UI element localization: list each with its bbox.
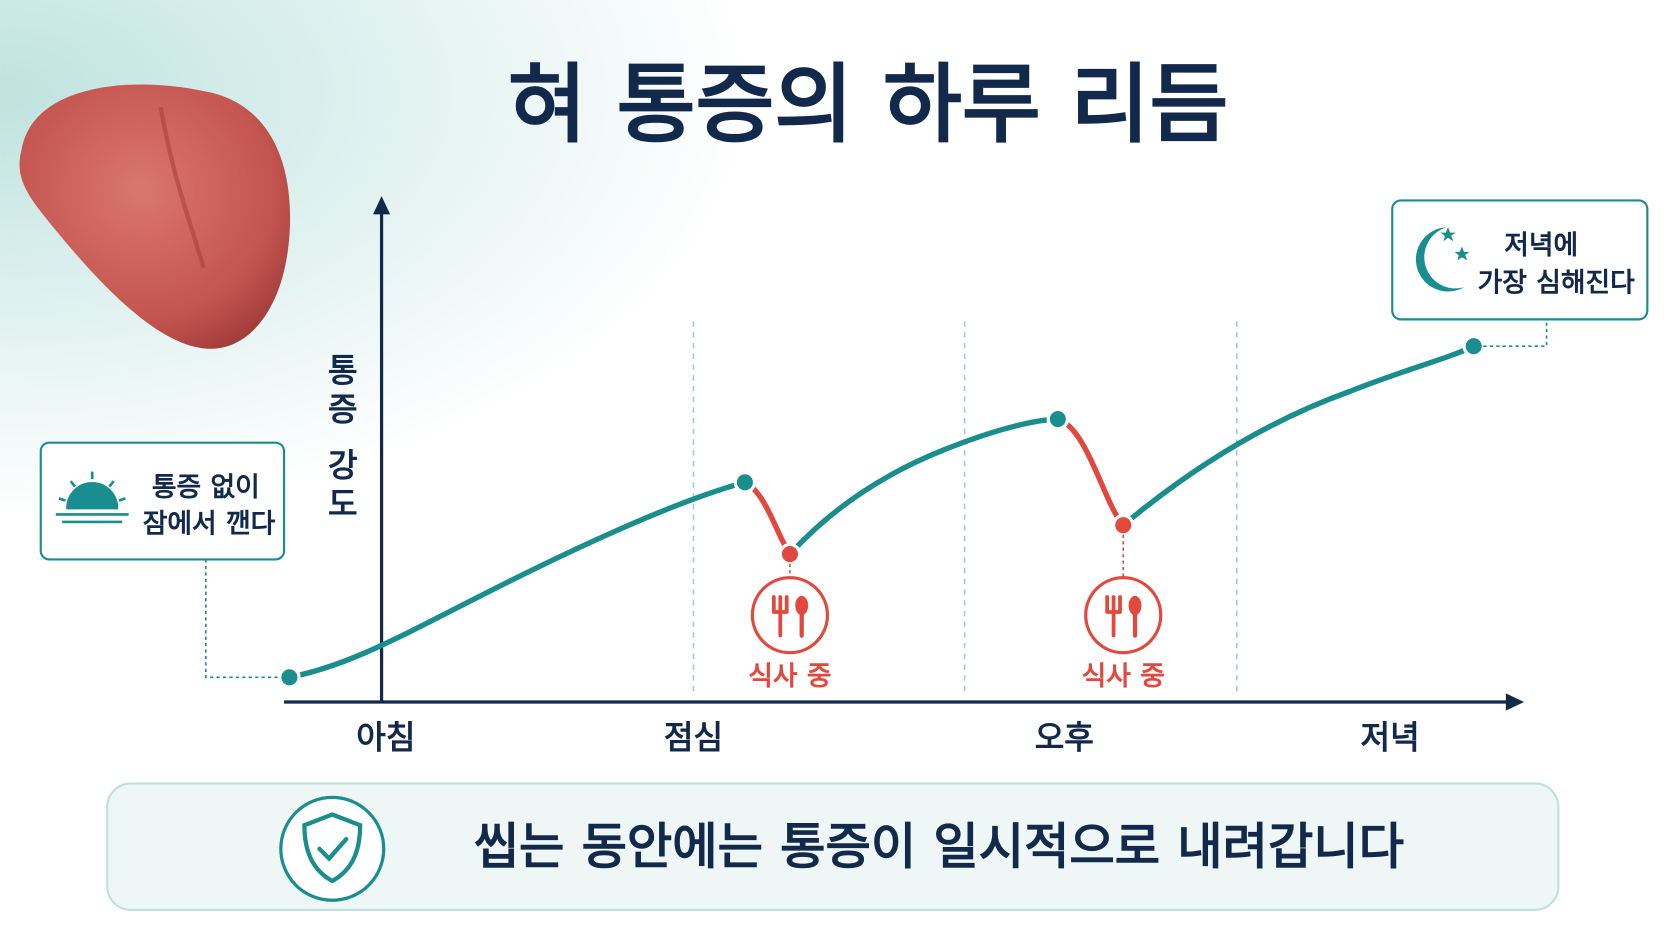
dividers [692, 321, 1238, 697]
x-arrow [1505, 693, 1525, 711]
callout-text: 통증 없이 [152, 472, 260, 503]
meal-label: 식사 중 [1082, 661, 1165, 692]
y-axis-label: 통증 강도 [322, 353, 360, 525]
meal-icon [1084, 534, 1163, 655]
x-label: 오후 [1035, 719, 1094, 757]
meal-label: 식사 중 [748, 661, 831, 692]
sun-icon [55, 471, 129, 524]
shield-icon [279, 795, 386, 902]
tongue-image [19, 84, 291, 349]
connector [1483, 319, 1548, 347]
banner-box [106, 782, 1560, 911]
meal-icon [750, 563, 830, 655]
connector [205, 559, 281, 679]
x-label: 저녁 [1361, 719, 1420, 757]
x-label: 아침 [356, 719, 415, 757]
x-label: 점심 [664, 719, 723, 757]
moon-icon [1415, 227, 1470, 292]
y-arrow [373, 196, 391, 215]
tongue-groove [158, 106, 206, 269]
callout-text: 가장 심해진다 [1478, 268, 1636, 299]
callout-box [39, 441, 286, 561]
banner-text: 씹는 동안에는 통증이 일시적으로 내려갑니다 [474, 817, 1404, 875]
callout-text: 잠에서 깬다 [143, 509, 276, 540]
callout-text: 저녁에 [1504, 230, 1578, 261]
title: 혀 통증의 하루 리듬 [508, 55, 1229, 155]
curve-points [278, 334, 1485, 689]
